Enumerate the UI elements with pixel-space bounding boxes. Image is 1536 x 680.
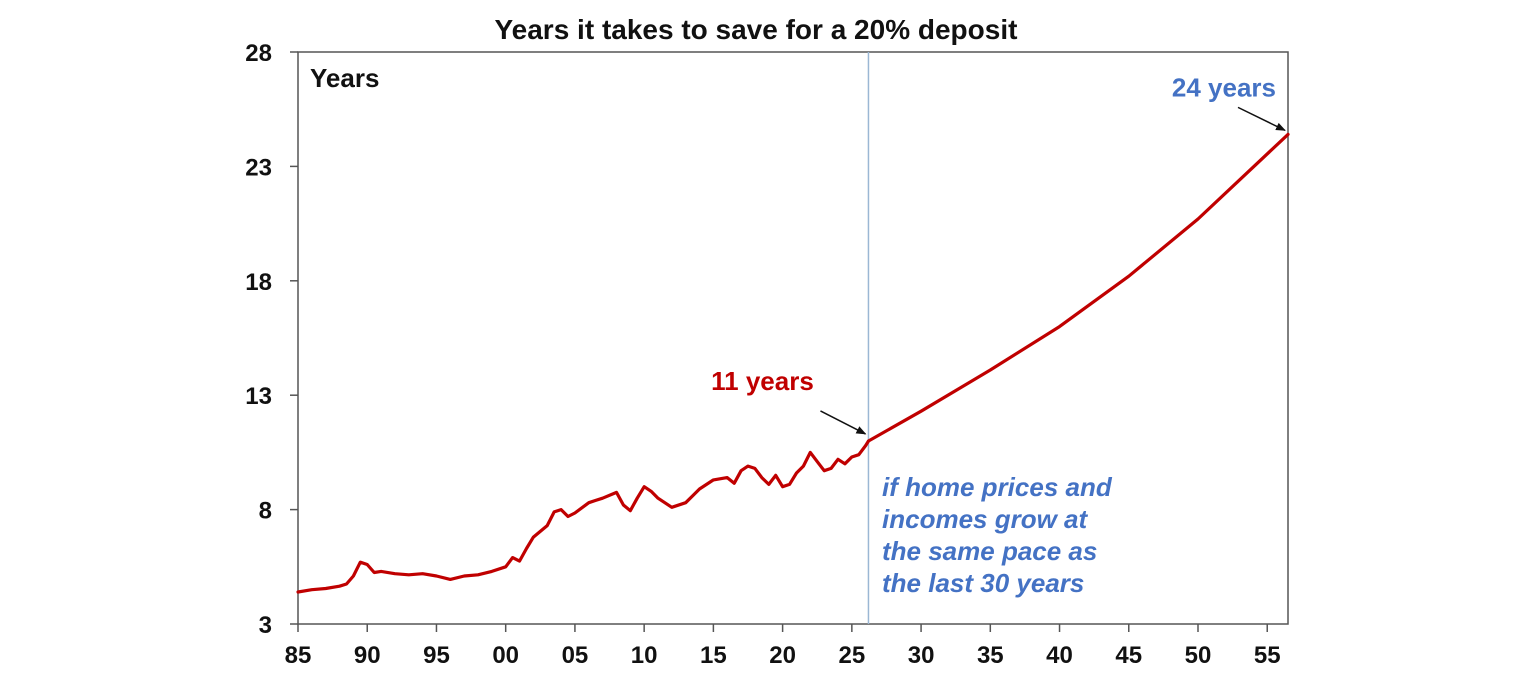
x-tick-label: 00	[492, 642, 519, 669]
x-tick-label: 35	[977, 642, 1004, 669]
x-tick-label: 10	[631, 642, 658, 669]
x-axis: 85 90 95 00 05 10 15 20 25 30 35 40 45 50 55	[285, 624, 1281, 669]
projection-note-line: the same pace as	[882, 536, 1097, 566]
x-tick-label: 05	[562, 642, 589, 669]
x-tick-label: 20	[769, 642, 796, 669]
x-tick-label: 95	[423, 642, 450, 669]
annotation-label-current: 11 years	[711, 366, 814, 396]
x-tick-label: 45	[1115, 642, 1142, 669]
x-tick-label: 15	[700, 642, 727, 669]
y-units-label: Years	[310, 63, 379, 93]
x-tick-label: 40	[1046, 642, 1073, 669]
series-line-historical	[296, 439, 871, 594]
projection-note-line: incomes grow at	[882, 504, 1088, 534]
x-tick-label: 30	[908, 642, 935, 669]
x-tick-label: 25	[838, 642, 865, 669]
y-tick-label: 13	[245, 383, 272, 410]
projection-note: if home prices and incomes grow at the sam…	[882, 472, 1113, 598]
y-tick-label: 18	[245, 269, 272, 296]
plot-frame	[297, 51, 1289, 625]
annotation-arrow-current	[820, 410, 867, 435]
projection-note-line: the last 30 years	[882, 568, 1084, 598]
y-tick-label: 23	[245, 154, 272, 181]
y-tick-label: 28	[245, 40, 272, 67]
annotations: 11 years 24 years	[711, 72, 1286, 435]
annotation-label-projected: 24 years	[1172, 72, 1276, 102]
y-tick-label: 8	[259, 498, 272, 525]
x-tick-label: 90	[354, 642, 381, 669]
x-tick-label: 85	[285, 642, 312, 669]
y-tick-label: 3	[259, 612, 272, 639]
series-layer	[296, 132, 1290, 594]
chart-title: Years it takes to save for a 20% deposit	[495, 14, 1018, 45]
series-line-projection	[866, 132, 1290, 443]
projection-note-line: if home prices and	[882, 472, 1113, 502]
x-tick-label: 50	[1185, 642, 1212, 669]
y-axis: 3 8 13 18 23 28	[245, 40, 298, 639]
annotation-arrow-projected	[1237, 106, 1286, 132]
x-tick-label: 55	[1254, 642, 1281, 669]
